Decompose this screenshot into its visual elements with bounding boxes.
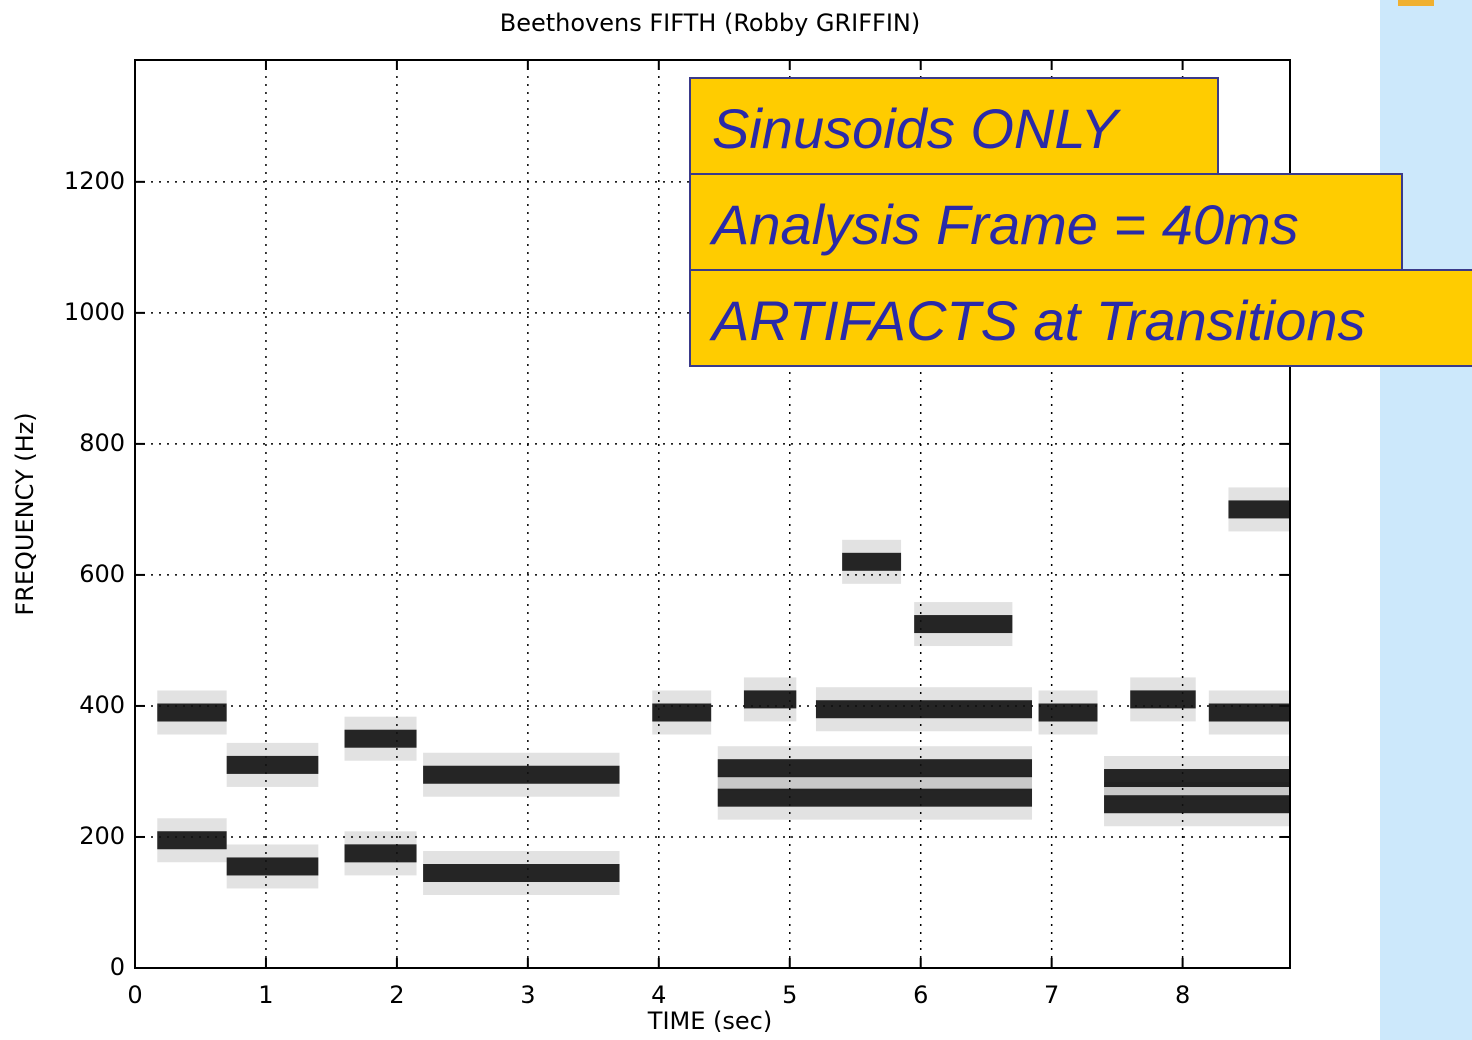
x-tick-label: 4 xyxy=(651,981,666,1009)
side-panel xyxy=(1380,0,1472,1040)
annotation: ARTIFACTS at Transitions xyxy=(709,289,1366,352)
side-panel-tab xyxy=(1398,0,1434,6)
y-tick-label: 0 xyxy=(110,953,125,981)
track xyxy=(1104,769,1290,788)
track xyxy=(1208,703,1290,722)
track xyxy=(1228,500,1290,519)
y-tick-label: 800 xyxy=(79,429,125,457)
track xyxy=(226,857,319,876)
x-tick-label: 5 xyxy=(782,981,797,1009)
x-tick-label: 0 xyxy=(127,981,142,1009)
track xyxy=(815,700,1033,719)
chart-title: Beethovens FIFTH (Robby GRIFFIN) xyxy=(500,9,921,37)
track xyxy=(1038,703,1098,722)
annotation-box xyxy=(689,77,1219,175)
track xyxy=(743,690,797,709)
annotation: Analysis Frame = 40ms xyxy=(709,193,1299,256)
y-tick-label: 1000 xyxy=(64,298,125,326)
y-tick-label: 1200 xyxy=(64,167,125,195)
annotation-box xyxy=(689,269,1472,367)
x-tick-label: 2 xyxy=(389,981,404,1009)
track xyxy=(717,788,1033,807)
y-axis-label: FREQUENCY (Hz) xyxy=(11,412,39,615)
track xyxy=(914,615,1013,634)
track xyxy=(423,864,620,883)
x-tick-label: 8 xyxy=(1175,981,1190,1009)
y-tick-label: 600 xyxy=(79,560,125,588)
track xyxy=(157,831,227,850)
x-tick-label: 7 xyxy=(1044,981,1059,1009)
plot-frame xyxy=(134,59,1291,969)
x-tick-label: 1 xyxy=(258,981,273,1009)
y-tick-label: 200 xyxy=(79,822,125,850)
annotation: Sinusoids ONLY xyxy=(712,97,1121,160)
track xyxy=(717,759,1033,778)
track xyxy=(423,765,620,784)
x-axis-label: TIME (sec) xyxy=(647,1007,772,1035)
x-tick-label: 3 xyxy=(520,981,535,1009)
x-tick-label: 6 xyxy=(913,981,928,1009)
track xyxy=(157,703,227,722)
plot-area xyxy=(134,60,1290,969)
track xyxy=(842,552,902,571)
track xyxy=(1104,795,1290,814)
track xyxy=(344,844,417,863)
track xyxy=(652,703,712,722)
y-tick-label: 400 xyxy=(79,691,125,719)
track xyxy=(344,729,417,748)
track xyxy=(1130,690,1196,709)
track xyxy=(226,755,319,774)
annotation-box xyxy=(689,173,1403,271)
